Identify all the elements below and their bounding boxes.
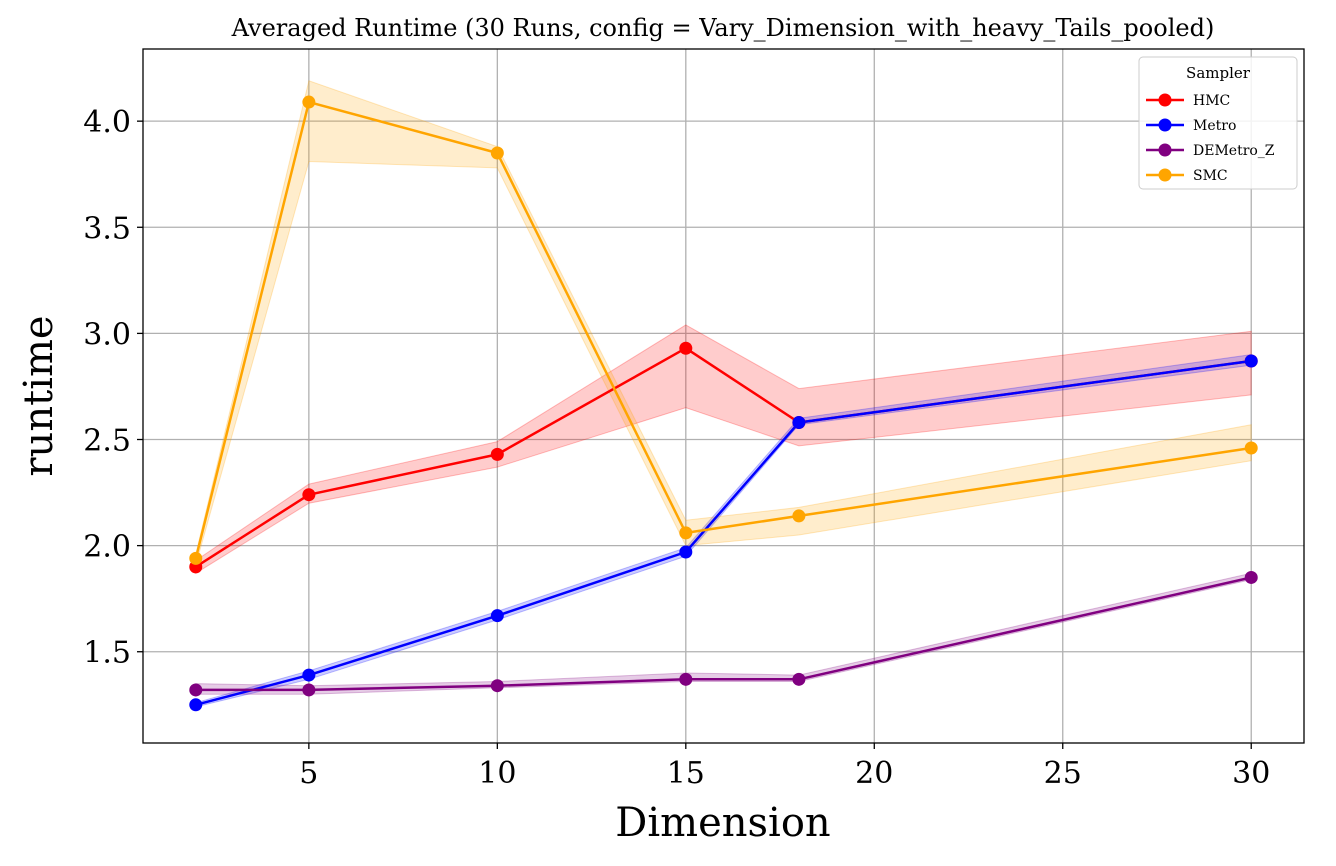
y-tick-label: 3.5 — [83, 211, 131, 246]
metro-legend-label: Metro — [1193, 118, 1236, 134]
demetro-z-point — [302, 683, 316, 697]
plot-frame — [142, 48, 1305, 744]
smc-point — [792, 509, 806, 523]
metro-point — [792, 416, 806, 430]
demetro-z-legend-label: DEMetro_Z — [1193, 143, 1275, 159]
y-tick-label: 1.5 — [83, 636, 131, 671]
x-tick-label: 20 — [855, 756, 893, 791]
demetro-z-line — [195, 576, 1252, 692]
smc-legend-label: SMC — [1193, 168, 1228, 184]
y-tick-label: 2.5 — [83, 424, 131, 459]
legend: Sampler HMC Metro DEMetro_Z SMC — [1138, 56, 1298, 190]
hmc-band — [195, 324, 1252, 575]
smc-legend-marker — [1158, 168, 1172, 182]
x-axis-ticks: 5 10 15 20 25 30 — [299, 743, 1270, 791]
legend-items: HMC Metro DEMetro_Z SMC — [1146, 93, 1275, 184]
hmc-point — [679, 341, 693, 355]
demetro-z-band — [195, 572, 1252, 695]
demetro-z-point — [1244, 570, 1258, 584]
y-tick-label: 3.0 — [83, 317, 131, 352]
demetro-z-legend-marker — [1158, 143, 1172, 157]
legend-box — [1138, 56, 1298, 190]
demetro-z-point — [189, 683, 203, 697]
y-axis-label: runtime — [16, 315, 62, 476]
hmc-legend-marker — [1158, 93, 1172, 107]
series-lines — [194, 100, 1252, 707]
y-axis-ticks: 1.5 2.0 2.5 3.0 3.5 4.0 — [83, 105, 143, 671]
metro-point — [1244, 354, 1258, 368]
smc-point — [1244, 441, 1258, 455]
smc-point — [679, 526, 693, 540]
legend-title: Sampler — [1186, 64, 1251, 82]
x-tick-label: 5 — [299, 756, 318, 791]
x-axis-label: Dimension — [615, 800, 830, 846]
smc-line — [194, 100, 1252, 559]
demetro-z-point — [679, 672, 693, 686]
metro-point — [490, 609, 504, 623]
smc-point — [490, 146, 504, 160]
smc-point — [302, 95, 316, 109]
metro-point — [679, 545, 693, 559]
demetro-z-point — [792, 672, 806, 686]
x-tick-label: 15 — [667, 756, 705, 791]
y-tick-label: 2.0 — [83, 530, 131, 565]
demetro-z-point — [490, 679, 504, 693]
series-points — [189, 95, 1258, 712]
metro-legend-marker — [1158, 118, 1172, 132]
hmc-legend-label: HMC — [1193, 93, 1230, 109]
metro-point — [302, 668, 316, 682]
x-tick-label: 10 — [478, 756, 516, 791]
hmc-point — [302, 488, 316, 502]
hmc-point — [490, 447, 504, 461]
y-tick-label: 4.0 — [83, 105, 131, 140]
metro-line — [195, 359, 1252, 707]
x-tick-label: 30 — [1232, 756, 1270, 791]
smc-point — [189, 551, 203, 565]
x-tick-label: 25 — [1044, 756, 1082, 791]
chart-title: Averaged Runtime (30 Runs, config = Vary… — [231, 14, 1215, 42]
metro-point — [189, 698, 203, 712]
